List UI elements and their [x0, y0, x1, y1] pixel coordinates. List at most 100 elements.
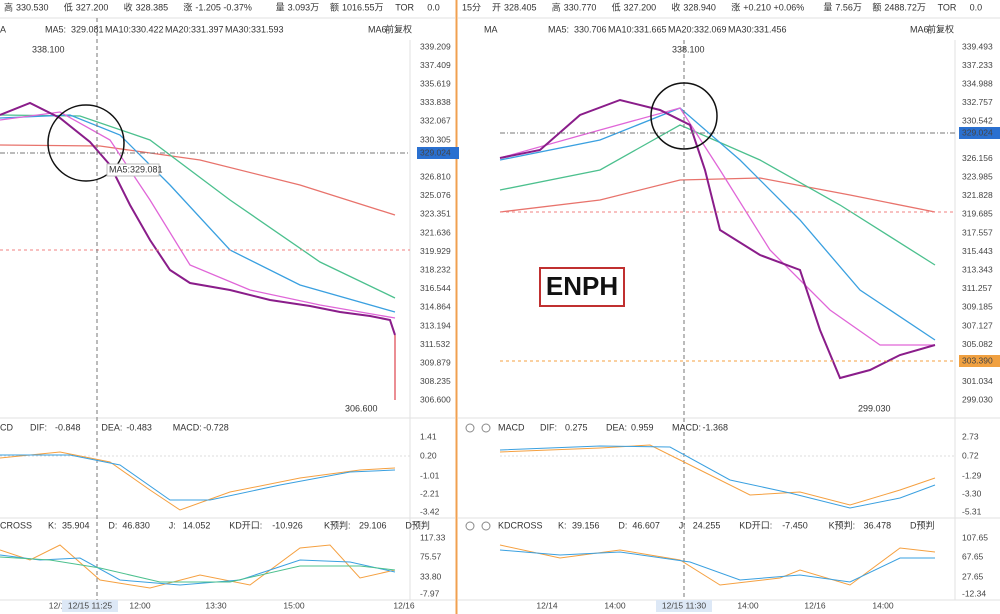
- price-axis-label: 319.685: [962, 209, 993, 219]
- price-axis-label: 332.067: [420, 116, 451, 126]
- left-circle: [47, 104, 125, 182]
- price-axis-label: 339.209: [420, 41, 451, 51]
- indicator-axis-label: -1.29: [962, 470, 982, 480]
- price-tag-bg: [959, 127, 1000, 139]
- ma-extra: MA6: [910, 24, 929, 34]
- indicator-label: KD开口:: [739, 520, 772, 530]
- indicator-label: K:: [48, 520, 57, 530]
- header-label: 高: [4, 1, 13, 12]
- indicator-value: -7.450: [782, 520, 808, 530]
- x-highlight: 12/15 11:25: [68, 600, 113, 610]
- indicator-axis-label: 0.20: [420, 450, 437, 460]
- indicator-label: KD开口:: [229, 520, 262, 530]
- ma-value: 331.397: [191, 24, 224, 34]
- indicator-value: -1.368: [703, 422, 729, 432]
- price-axis-label: 313.343: [962, 264, 993, 274]
- indicator-value: 46.607: [632, 520, 660, 530]
- header-label: 额: [330, 1, 339, 12]
- price-tag: 303.390: [962, 355, 993, 365]
- indicator-axis-label: 117.33: [420, 532, 446, 542]
- ma-label: MA5:: [45, 24, 66, 34]
- indicator-label: J:: [169, 520, 176, 530]
- header-value: 330.770: [564, 2, 597, 12]
- header-label: 低: [64, 1, 73, 12]
- ma-label: MA5:: [548, 24, 569, 34]
- header-label: 涨: [731, 2, 740, 12]
- indicator-title: CD: [0, 422, 13, 432]
- x-highlight-bg: [656, 600, 712, 612]
- price-tag-bg: [417, 147, 459, 159]
- indicator-value: -0.728: [203, 422, 229, 432]
- indicator-value: 0.275: [565, 422, 588, 432]
- price-axis-label: 309.879: [420, 357, 451, 367]
- indicator-axis-label: -3.42: [420, 506, 440, 516]
- left-ma-curves: [0, 101, 396, 400]
- x-axis-label: 15:00: [283, 600, 305, 610]
- indicator-value: -0.483: [126, 422, 152, 432]
- period: 15分: [462, 2, 481, 12]
- indicator-value: -0.848: [55, 422, 81, 432]
- header-value: 2488.72万: [884, 2, 926, 12]
- price-axis-label: 332.757: [962, 97, 993, 107]
- ma-note: MA5:329.081: [109, 164, 163, 174]
- header-label: 开: [492, 2, 501, 12]
- header-label: TOR: [938, 2, 957, 12]
- indicator-label: DEA:: [101, 422, 122, 432]
- header-value: 327.200: [624, 2, 657, 12]
- price-axis-label: 311.532: [420, 339, 450, 349]
- price-axis-label: 307.127: [962, 320, 993, 330]
- right-ma-curves: [499, 98, 936, 380]
- header-label: 量: [823, 2, 832, 12]
- price-axis-label: 308.235: [420, 376, 451, 386]
- price-axis-label: 309.185: [962, 302, 993, 312]
- indicator-axis-label: 107.65: [962, 532, 988, 542]
- indicator-label: K:: [558, 520, 567, 530]
- header-label: 高: [552, 1, 561, 12]
- x-axis-label: 14:00: [872, 600, 894, 610]
- header-value: 328.940: [683, 2, 716, 12]
- price-axis-label: 321.636: [420, 227, 451, 237]
- header-label: 收: [124, 1, 133, 12]
- indicator-axis-label: -5.31: [962, 506, 982, 516]
- close-icon: [481, 423, 491, 433]
- header-value: 3.093万: [288, 2, 320, 12]
- right-circle: [650, 82, 718, 150]
- price-tag-bg: [959, 355, 1000, 367]
- header-label: 量: [276, 2, 285, 12]
- indicator-value: 29.106: [359, 520, 387, 530]
- price-axis-label: 301.034: [962, 376, 993, 386]
- x-axis-label: 14:00: [737, 600, 759, 610]
- ma-title: A: [0, 24, 6, 34]
- ma-label: MA10:: [105, 24, 131, 34]
- indicator-label: MACD:: [173, 422, 202, 432]
- price-axis-label: 335.619: [420, 78, 451, 88]
- indicator-label: D预判: [405, 519, 430, 530]
- ma-title: MA: [484, 24, 498, 34]
- ma-value: 331.665: [634, 24, 667, 34]
- price-axis-label: 311.257: [962, 283, 992, 293]
- indicator-value: 36.478: [864, 520, 892, 530]
- low-note: 306.600: [345, 403, 378, 413]
- price-axis-label: 326.156: [962, 153, 993, 163]
- price-tag: 329.024: [962, 127, 993, 137]
- price-axis-label: 334.988: [962, 78, 993, 88]
- indicator-value: 24.255: [693, 520, 721, 530]
- x-axis-label: 12/14: [536, 600, 558, 610]
- price-axis-label: 337.233: [962, 60, 993, 70]
- price-axis-label: 330.305: [420, 134, 451, 144]
- header-value: 328.405: [504, 2, 537, 12]
- x-axis-label: 12/16: [393, 600, 415, 610]
- adjust: 前复权: [927, 23, 954, 34]
- indicator-axis-label: 1.41: [420, 431, 437, 441]
- ma-value: 331.456: [754, 24, 787, 34]
- indicator-axis-label: -3.30: [962, 488, 982, 498]
- indicator-label: DEA:: [606, 422, 627, 432]
- frame: [0, 17, 1000, 601]
- price-tag: 329.024: [420, 147, 451, 157]
- indicator-label: MACD:: [672, 422, 701, 432]
- ma-note-bg: [106, 163, 160, 177]
- indicator-label: D:: [618, 520, 627, 530]
- ma-label: MA10:: [608, 24, 634, 34]
- price-axis-label: 321.828: [962, 190, 993, 200]
